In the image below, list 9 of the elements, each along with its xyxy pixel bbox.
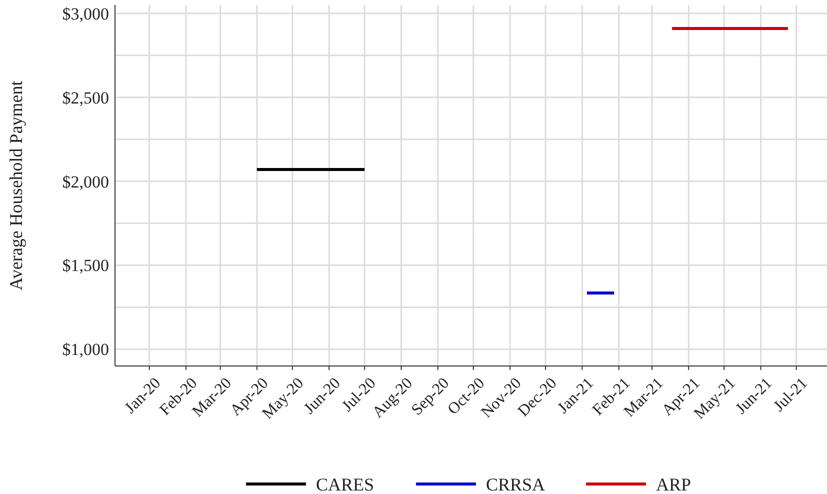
y-tick-label: $3,000 [62, 4, 109, 24]
legend-label: CARES [316, 474, 374, 494]
legend-label: CRRSA [486, 474, 546, 494]
y-tick-label: $2,000 [62, 172, 109, 192]
y-axis-title: Average Household Payment [6, 80, 26, 290]
y-tick-label: $2,500 [62, 88, 109, 108]
legend-label: ARP [656, 474, 692, 494]
y-tick-label: $1,500 [62, 256, 109, 276]
y-tick-label: $1,000 [62, 340, 109, 360]
